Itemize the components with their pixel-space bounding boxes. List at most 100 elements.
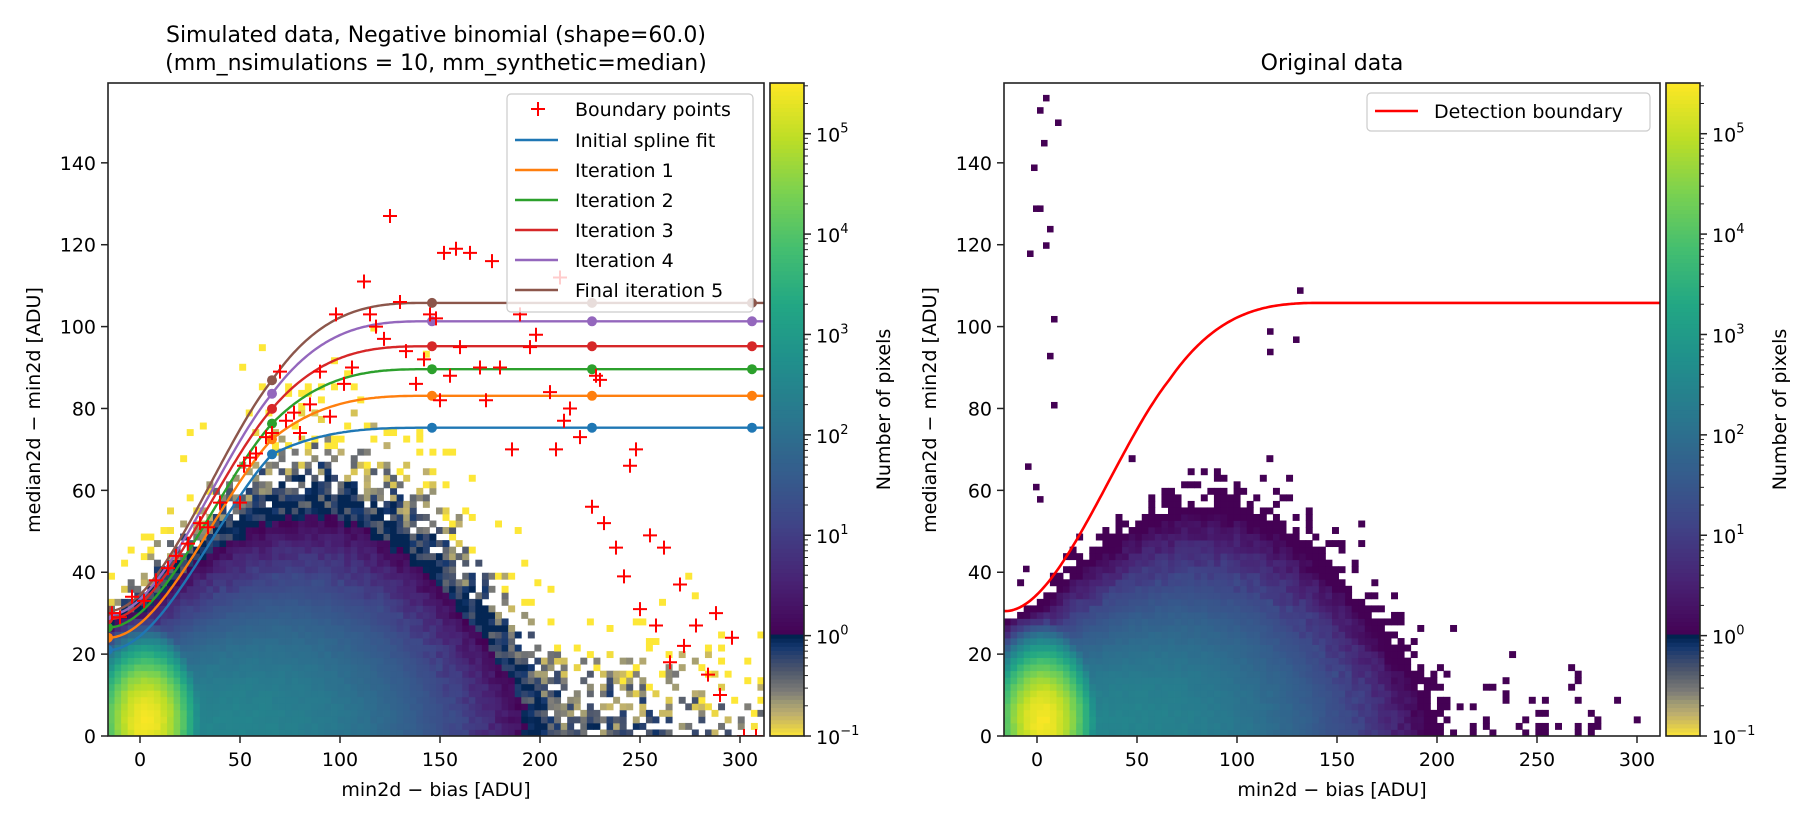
heatmap-bin <box>1384 644 1392 652</box>
heatmap-bin <box>1240 690 1248 698</box>
heatmap-bin <box>1246 624 1254 632</box>
heatmap-bin <box>1004 670 1011 678</box>
heatmap-bin <box>337 670 345 678</box>
heatmap-bin <box>468 677 476 685</box>
heatmap-bin <box>1227 618 1234 626</box>
heatmap-bin <box>1122 651 1130 659</box>
heatmap-bin <box>331 474 338 482</box>
heatmap-bin <box>1253 677 1261 685</box>
heatmap-bin <box>357 461 365 469</box>
heatmap-bin <box>1213 513 1221 521</box>
heatmap-bin <box>1345 722 1353 730</box>
heatmap-bin <box>534 703 542 711</box>
heatmap-bin <box>1259 651 1267 659</box>
heatmap-bin <box>449 716 457 724</box>
heatmap-bin <box>317 592 325 600</box>
heatmap-bin <box>1351 559 1359 567</box>
heatmap-bin <box>1082 690 1090 698</box>
legend-item-boundary-points: Boundary points <box>531 99 731 121</box>
heatmap-bin <box>1207 624 1215 632</box>
heatmap-bin <box>1318 553 1326 561</box>
heatmap-bin <box>436 611 443 619</box>
heatmap-bin <box>324 494 332 502</box>
heatmap-bin <box>1213 657 1221 665</box>
heatmap-bin <box>1233 546 1241 554</box>
heatmap-bin <box>1023 696 1031 704</box>
colorbar-segment <box>1666 225 1700 231</box>
heatmap-bin <box>363 494 371 502</box>
heatmap-bin <box>1594 722 1602 730</box>
heatmap-bin <box>1207 696 1215 704</box>
heatmap-bin <box>1233 703 1241 711</box>
heatmap-bin <box>462 546 470 554</box>
heatmap-bin <box>337 722 345 730</box>
heatmap-bin <box>212 690 220 698</box>
heatmap-bin <box>1325 598 1333 606</box>
heatmap-bin <box>1154 670 1162 678</box>
heatmap-bin <box>1574 677 1582 685</box>
colorbar-segment <box>770 584 804 590</box>
heatmap-bin <box>265 670 273 678</box>
heatmap-bin <box>1614 696 1622 704</box>
heatmap-bin <box>429 696 437 704</box>
colorbar-segment <box>1666 156 1700 162</box>
colorbar-segment <box>770 491 804 496</box>
heatmap-bin <box>1318 716 1326 724</box>
heatmap-bin <box>481 677 489 685</box>
heatmap-bin <box>1364 670 1372 678</box>
heatmap-bin <box>258 722 266 730</box>
heatmap-bin <box>475 670 483 678</box>
heatmap-bin <box>442 513 450 521</box>
heatmap-bin <box>1266 729 1274 736</box>
heatmap-bin <box>160 631 168 639</box>
heatmap-bin <box>304 448 312 456</box>
heatmap-bin <box>1305 585 1313 593</box>
colorbar-segment <box>1666 242 1700 247</box>
heatmap-bin <box>1135 624 1143 632</box>
heatmap-bin <box>1384 690 1392 698</box>
heatmap-bin <box>501 677 509 685</box>
heatmap-bin <box>1364 611 1372 619</box>
heatmap-bin <box>1174 618 1182 626</box>
heatmap-bin <box>1056 657 1064 665</box>
heatmap-bin <box>1377 670 1385 678</box>
heatmap-bin <box>1233 494 1241 502</box>
heatmap-bin <box>1318 657 1326 665</box>
heatmap-bin <box>265 690 273 698</box>
colorbar-segment <box>1666 127 1700 133</box>
heatmap-bin <box>1397 722 1405 730</box>
heatmap-bin <box>1259 722 1267 730</box>
heatmap-bin <box>232 540 240 548</box>
heatmap-bin <box>324 664 332 672</box>
heatmap-bin <box>455 664 463 672</box>
heatmap-bin <box>272 513 279 521</box>
heatmap-bin <box>357 729 365 736</box>
heatmap-bin <box>108 709 115 717</box>
heatmap-bin <box>1200 572 1208 580</box>
heatmap-bin <box>239 690 247 698</box>
heatmap-bin <box>1168 722 1175 730</box>
heatmap-bin <box>586 618 594 626</box>
heatmap-bin <box>442 605 450 613</box>
knot-marker <box>747 390 757 401</box>
heatmap-bin <box>1168 572 1175 580</box>
heatmap-bin <box>317 468 325 476</box>
boundary-point <box>357 274 371 289</box>
heatmap-bin <box>1082 664 1090 672</box>
heatmap-bin <box>1115 540 1123 548</box>
heatmap-bin <box>665 703 673 711</box>
colorbar-segment <box>770 523 804 529</box>
colorbar-segment <box>1666 650 1700 655</box>
heatmap-bin <box>324 540 332 548</box>
heatmap-bin <box>212 709 220 717</box>
heatmap-bin <box>422 540 430 548</box>
heatmap-bin <box>495 670 502 678</box>
heatmap-bin <box>239 540 247 548</box>
heatmap-bin <box>639 722 647 730</box>
heatmap-bin <box>1305 696 1313 704</box>
heatmap-bin <box>580 716 588 724</box>
heatmap-bin <box>514 690 522 698</box>
heatmap-bin <box>1358 716 1366 724</box>
heatmap-bin <box>344 553 352 561</box>
